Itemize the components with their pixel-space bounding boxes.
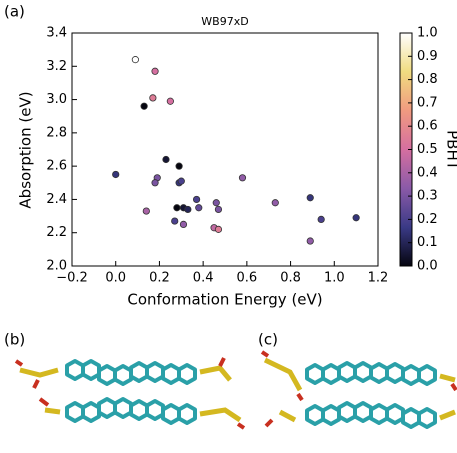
point [141, 103, 147, 109]
point [215, 226, 221, 232]
colorbar-tick-label: 0.9 [417, 49, 438, 64]
x-tick-label: 0.6 [237, 271, 258, 286]
y-tick-label: 2.4 [46, 192, 67, 207]
point [196, 205, 202, 211]
point [180, 221, 186, 227]
point [143, 208, 149, 214]
colorbar-tick-label: 0.7 [417, 95, 438, 110]
molecule-b [16, 358, 244, 428]
point [178, 178, 184, 184]
point [167, 98, 173, 104]
y-tick-label: 2.8 [46, 125, 67, 140]
colorbar-label: PBHT [444, 130, 457, 171]
point [150, 95, 156, 101]
point [163, 156, 169, 162]
point [174, 205, 180, 211]
panel-label: (c) [258, 331, 278, 349]
colorbar-tick-label: 0.6 [417, 119, 438, 134]
y-tick-label: 3.2 [46, 59, 67, 74]
panel-label: (a) [4, 3, 25, 21]
colorbar-tick-label: 0.4 [417, 165, 438, 180]
x-tick-label: 0.2 [149, 271, 170, 286]
point [152, 180, 158, 186]
point [172, 218, 178, 224]
figure: (a) WB97xD Conformation Energy (eV) Abso… [0, 0, 457, 449]
colorbar-tick-label: 0.3 [417, 189, 438, 204]
colorbar-tick-label: 0.5 [417, 142, 438, 157]
x-axis-label: Conformation Energy (eV) [127, 291, 322, 309]
x-tick-label: 0.4 [193, 271, 214, 286]
x-tick-label: 1.0 [324, 271, 345, 286]
y-tick-label: 2.2 [46, 225, 67, 240]
point [152, 68, 158, 74]
x-tick-label: 0.0 [105, 271, 126, 286]
point [307, 195, 313, 201]
point [176, 163, 182, 169]
colorbar-tick-label: 1.0 [417, 26, 438, 41]
point [185, 206, 191, 212]
point [307, 238, 313, 244]
colorbar-tick-label: 0.1 [417, 235, 438, 250]
molecule-c [262, 352, 456, 427]
point [318, 216, 324, 222]
y-tick-label: 2.0 [46, 259, 67, 274]
colorbar-tick-label: 0.2 [417, 212, 438, 227]
point [213, 200, 219, 206]
point [193, 196, 199, 202]
point [215, 206, 221, 212]
chart-title: WB97xD [201, 15, 248, 28]
panel-label: (b) [4, 331, 25, 349]
x-tick-label: 0.8 [280, 271, 301, 286]
y-axis-label: Absorption (eV) [17, 91, 35, 208]
point [132, 56, 138, 62]
y-tick-label: 2.6 [46, 159, 67, 174]
point [353, 215, 359, 221]
colorbar-tick-label: 0.0 [417, 259, 438, 274]
point [113, 171, 119, 177]
x-tick-label: 1.2 [368, 271, 389, 286]
colorbar-tick-label: 0.8 [417, 72, 438, 87]
point [239, 175, 245, 181]
plot-frame [72, 33, 378, 266]
point [272, 200, 278, 206]
y-tick-label: 3.4 [46, 26, 67, 41]
y-tick-label: 3.0 [46, 92, 67, 107]
